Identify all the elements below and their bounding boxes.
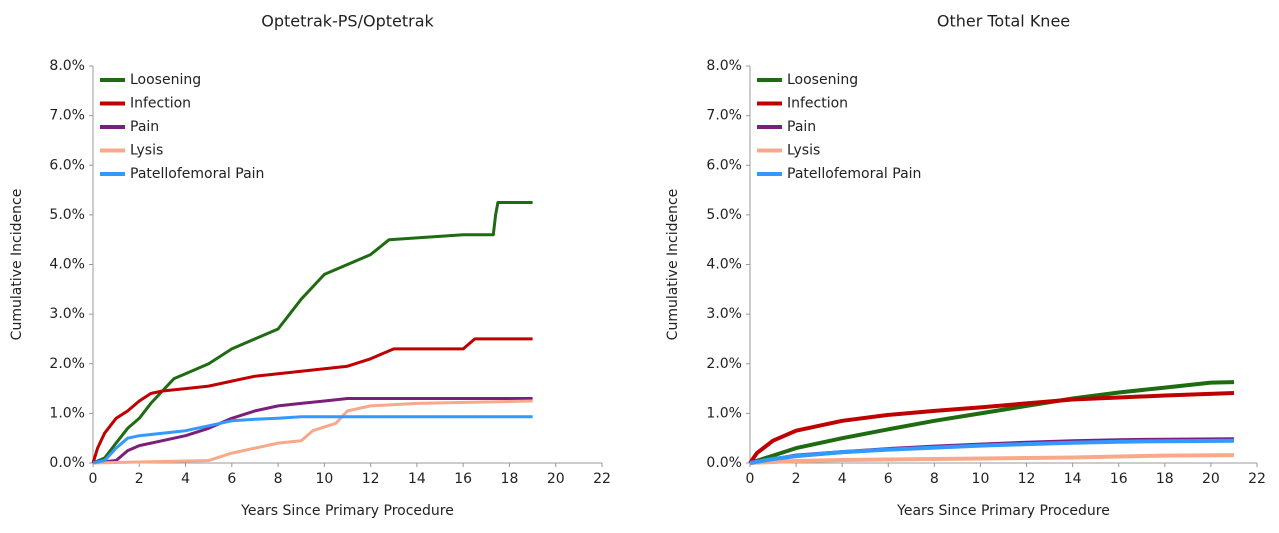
y-tick-label: 5.0% [49, 207, 85, 223]
legend-label: Loosening [130, 72, 201, 88]
x-tick-label: 4 [838, 471, 847, 487]
x-tick-label: 16 [1110, 471, 1128, 487]
y-tick-label: 1.0% [49, 405, 85, 421]
x-tick-label: 0 [89, 471, 98, 487]
x-axis-label: Years Since Primary Procedure [240, 503, 454, 519]
legend-label: Patellofemoral Pain [130, 166, 264, 182]
y-axis-label: Cumulative Incidence [9, 189, 25, 341]
x-tick-label: 8 [274, 471, 283, 487]
line [92, 399, 533, 465]
legend-label: Patellofemoral Pain [787, 166, 921, 182]
legend-label: Infection [787, 96, 848, 112]
x-tick-label: 4 [181, 471, 190, 487]
line [749, 453, 1235, 465]
y-tick-label: 7.0% [706, 108, 742, 124]
x-tick-label: 14 [408, 471, 426, 487]
y-tick-label: 5.0% [706, 207, 742, 223]
legend-label: Infection [130, 96, 191, 112]
y-tick-label: 0.0% [49, 455, 85, 471]
line [92, 201, 533, 465]
x-tick-label: 16 [454, 471, 472, 487]
x-tick-label: 20 [547, 471, 565, 487]
x-tick-label: 22 [593, 471, 611, 487]
y-tick-label: 2.0% [49, 356, 85, 372]
x-tick-label: 2 [135, 471, 144, 487]
legend-label: Lysis [787, 143, 820, 159]
legend-label: Pain [130, 119, 159, 135]
x-tick-label: 14 [1064, 471, 1082, 487]
line [749, 438, 1235, 465]
line [92, 415, 533, 465]
y-tick-label: 4.0% [706, 257, 742, 273]
x-tick-label: 6 [227, 471, 236, 487]
legend-label: Lysis [130, 143, 163, 159]
line [749, 380, 1235, 465]
x-tick-label: 18 [501, 471, 519, 487]
y-tick-label: 3.0% [49, 306, 85, 322]
x-axis-label: Years Since Primary Procedure [896, 503, 1110, 519]
line [92, 397, 533, 465]
line [91, 337, 533, 464]
x-tick-label: 10 [972, 471, 990, 487]
y-tick-label: 0.0% [706, 455, 742, 471]
y-tick-label: 6.0% [49, 157, 85, 173]
y-tick-label: 2.0% [706, 356, 742, 372]
chart-title: Optetrak-PS/Optetrak [261, 12, 434, 31]
x-tick-label: 8 [930, 471, 939, 487]
x-tick-label: 6 [884, 471, 893, 487]
x-tick-label: 12 [1018, 471, 1036, 487]
x-tick-label: 18 [1156, 471, 1174, 487]
y-tick-label: 7.0% [49, 108, 85, 124]
y-tick-label: 1.0% [706, 405, 742, 421]
x-tick-label: 2 [792, 471, 801, 487]
x-tick-label: 20 [1202, 471, 1220, 487]
y-tick-label: 8.0% [706, 58, 742, 74]
x-tick-label: 0 [746, 471, 755, 487]
chart-title: Other Total Knee [937, 12, 1070, 31]
y-axis-label: Cumulative Incidence [665, 189, 681, 341]
x-tick-label: 22 [1248, 471, 1266, 487]
y-tick-label: 6.0% [706, 157, 742, 173]
y-tick-label: 3.0% [706, 306, 742, 322]
y-tick-label: 4.0% [49, 257, 85, 273]
x-tick-label: 10 [315, 471, 333, 487]
x-tick-label: 12 [362, 471, 380, 487]
legend-label: Pain [787, 119, 816, 135]
legend-label: Loosening [787, 72, 858, 88]
y-tick-label: 8.0% [49, 58, 85, 74]
line [748, 391, 1235, 465]
